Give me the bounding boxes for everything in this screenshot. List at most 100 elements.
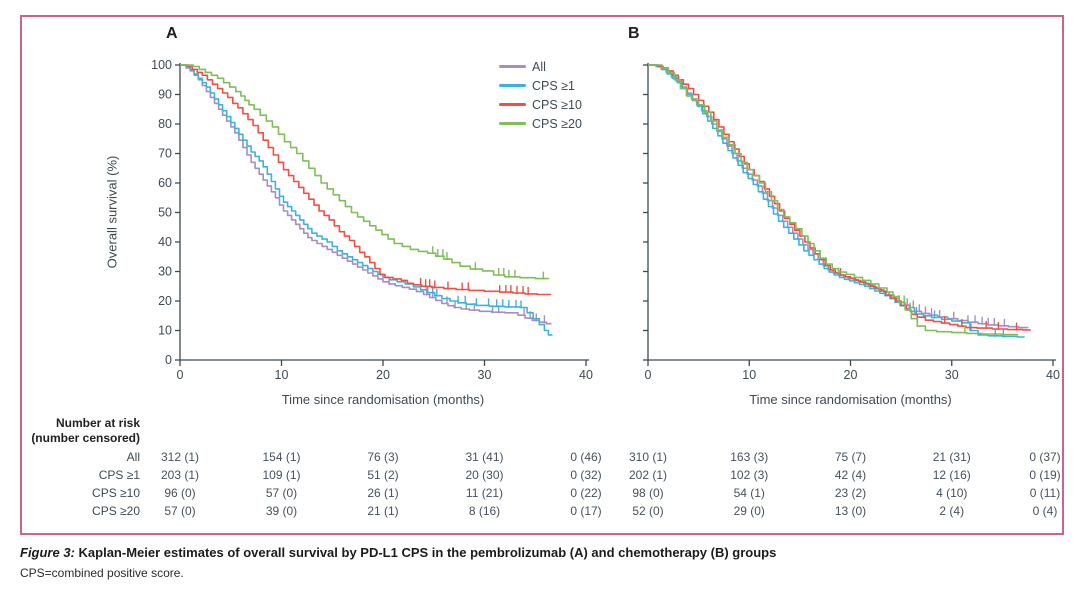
censor-marks-cps10-b <box>839 268 1018 331</box>
risk-value-b: 0 (37) <box>1029 450 1061 464</box>
risk-value-a: 51 (2) <box>367 468 399 482</box>
legend-item-cps1: CPS ≥1 <box>499 76 582 95</box>
risk-value-b: 54 (1) <box>733 486 765 500</box>
panel-b-label: B <box>628 25 640 42</box>
risk-value-b: 12 (16) <box>932 468 971 482</box>
km-curve-cps20-b <box>648 64 1019 336</box>
risk-value-b: 0 (4) <box>1032 504 1058 518</box>
risk-value-a: 96 (0) <box>164 486 196 500</box>
risk-value-a: 154 (1) <box>262 450 301 464</box>
risk-value-a: 76 (3) <box>367 450 399 464</box>
km-curve-cps10-b <box>648 64 1031 331</box>
risk-value-a: 11 (21) <box>465 486 504 500</box>
risk-table-header-line2: (number censored) <box>31 431 140 445</box>
risk-value-b: 0 (11) <box>1029 486 1061 500</box>
x-tick-label-b: 0 <box>645 368 652 382</box>
risk-row-label: All <box>126 450 140 464</box>
x-axis-title-a: Time since randomisation (months) <box>282 392 485 407</box>
censor-marks-all-b <box>898 295 1006 327</box>
x-tick-label-b: 10 <box>742 368 756 382</box>
risk-value-a: 109 (1) <box>262 468 301 482</box>
risk-value-a: 57 (0) <box>164 504 196 518</box>
risk-value-a: 312 (1) <box>160 450 200 464</box>
km-curve-cps1-a <box>180 64 553 336</box>
x-tick-label-b: 20 <box>844 368 858 382</box>
risk-value-b: 21 (31) <box>932 450 971 464</box>
km-curve-cps20-a <box>180 64 550 280</box>
risk-value-b: 29 (0) <box>733 504 765 518</box>
y-tick-label-a: 100 <box>151 58 172 72</box>
y-axis-title: Overall survival (%) <box>104 155 120 269</box>
risk-value-a: 26 (1) <box>367 486 399 500</box>
figure-caption-prefix: Figure 3: <box>20 545 75 560</box>
legend-swatch-all <box>499 65 526 68</box>
legend-swatch-cps10 <box>499 103 526 106</box>
risk-value-b: 42 (4) <box>834 468 867 482</box>
x-tick-label-a: 10 <box>275 368 289 382</box>
risk-row-label: CPS ≥10 <box>92 486 140 500</box>
km-curve-all-a <box>180 64 552 325</box>
legend-label: All <box>532 59 546 74</box>
risk-value-a: 21 (1) <box>367 504 399 518</box>
x-tick-label-a: 30 <box>478 368 492 382</box>
y-tick-label-a: 40 <box>158 235 172 249</box>
y-tick-label-a: 60 <box>158 176 172 190</box>
risk-value-a: 8 (16) <box>468 504 501 518</box>
risk-value-a: 57 (0) <box>265 486 298 500</box>
risk-value-b: 52 (0) <box>632 504 664 518</box>
risk-value-b: 13 (0) <box>834 504 867 518</box>
risk-table-header-line1: Number at risk <box>55 416 140 430</box>
panel-a-label: A <box>166 25 178 42</box>
y-tick-label-a: 30 <box>158 265 172 279</box>
risk-value-b: 310 (1) <box>628 450 668 464</box>
legend-item-cps20: CPS ≥20 <box>499 114 582 133</box>
risk-value-b: 102 (3) <box>730 468 769 482</box>
legend-item-all: All <box>499 57 582 76</box>
risk-value-a: 31 (41) <box>465 450 504 464</box>
y-tick-label-a: 80 <box>158 117 172 131</box>
x-axis-title-b: Time since randomisation (months) <box>749 392 952 407</box>
risk-value-a: 203 (1) <box>160 468 200 482</box>
risk-value-b: 98 (0) <box>632 486 664 500</box>
legend-label: CPS ≥10 <box>532 97 582 112</box>
risk-value-a: 20 (30) <box>465 468 504 482</box>
censor-marks-cps20-b <box>903 295 966 334</box>
risk-row-label: CPS ≥20 <box>92 504 140 518</box>
figure-border-box <box>20 15 1064 535</box>
y-tick-label-a: 0 <box>165 353 172 367</box>
y-tick-label-a: 20 <box>158 294 172 308</box>
risk-value-b: 4 (10) <box>936 486 968 500</box>
risk-value-a: 0 (46) <box>570 450 602 464</box>
risk-value-a: 0 (32) <box>570 468 602 482</box>
risk-value-b: 2 (4) <box>939 504 965 518</box>
risk-value-b: 75 (7) <box>834 450 867 464</box>
y-tick-label-a: 70 <box>158 147 172 161</box>
risk-value-a: 39 (0) <box>265 504 298 518</box>
x-tick-label-a: 0 <box>177 368 184 382</box>
x-tick-label-a: 40 <box>579 368 593 382</box>
km-curve-cps10-a <box>180 64 552 296</box>
x-tick-label-b: 30 <box>945 368 959 382</box>
legend-label: CPS ≥1 <box>532 78 575 93</box>
risk-row-label: CPS ≥1 <box>98 468 140 482</box>
x-tick-label-b: 40 <box>1046 368 1060 382</box>
legend-item-cps10: CPS ≥10 <box>499 95 582 114</box>
risk-value-b: 0 (19) <box>1029 468 1061 482</box>
x-tick-label-a: 20 <box>376 368 390 382</box>
legend: All CPS ≥1 CPS ≥10 CPS ≥20 <box>499 57 582 133</box>
y-tick-label-a: 10 <box>158 324 172 338</box>
legend-swatch-cps20 <box>499 122 526 125</box>
y-tick-label-a: 90 <box>158 88 172 102</box>
censor-marks-cps10-a <box>419 277 529 295</box>
legend-swatch-cps1 <box>499 84 526 87</box>
risk-value-a: 0 (22) <box>570 486 602 500</box>
risk-value-b: 202 (1) <box>628 468 668 482</box>
risk-value-b: 23 (2) <box>834 486 867 500</box>
figure-caption: Figure 3: Kaplan-Meier estimates of over… <box>20 545 776 560</box>
figure-caption-text: Kaplan-Meier estimates of overall surviv… <box>74 545 777 560</box>
figure-caption-note: CPS=combined positive score. <box>20 566 184 580</box>
risk-value-b: 163 (3) <box>730 450 769 464</box>
y-tick-label-a: 50 <box>158 206 172 220</box>
